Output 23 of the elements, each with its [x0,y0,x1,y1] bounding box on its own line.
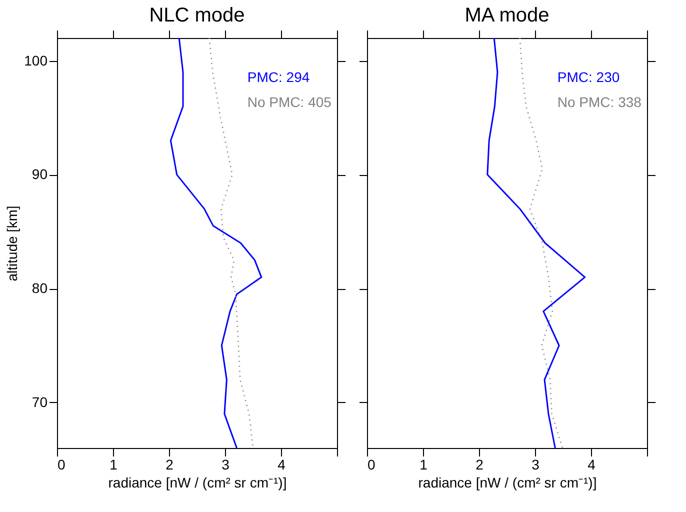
x-tick-label: 3 [532,456,540,472]
x-tick-label: 0 [58,456,66,472]
text: PMC: 294 [247,69,310,85]
x-axis-title: radiance [nW / (cm² sr cm⁻¹)] [418,474,597,490]
x-tick-label: 2 [476,456,484,472]
x-axis-title: radiance [nW / (cm² sr cm⁻¹)] [108,474,287,490]
text: PMC: 230 [557,69,620,85]
y-tick-label: 70 [32,394,48,410]
x-tick-label: 0 [368,456,376,472]
chart-title: NLC mode [149,4,245,26]
x-tick-label: 4 [588,456,596,472]
x-tick-label: 1 [110,456,118,472]
x-tick-label: 4 [278,456,286,472]
chart-title: MA mode [464,4,550,26]
x-tick-label: 3 [222,456,230,472]
y-tick-label: 100 [24,52,48,68]
y-tick-label: 80 [32,280,48,296]
text: No PMC: 338 [557,94,642,110]
x-tick-label: 2 [166,456,174,472]
x-tick-label: 1 [420,456,428,472]
y-axis-title: altitude [km] [4,206,20,282]
series-label: No PMC: 405 [247,94,332,110]
y-tick-label: 90 [32,166,48,182]
